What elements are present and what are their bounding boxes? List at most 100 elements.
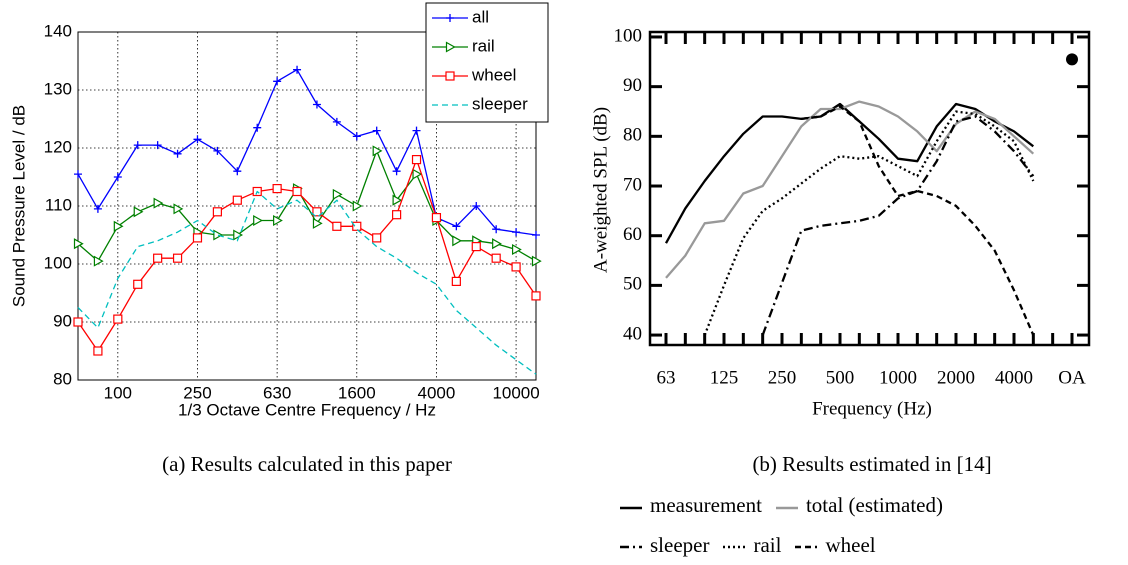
legend-glyph — [795, 545, 818, 549]
point-marker — [232, 195, 242, 205]
point-marker — [352, 132, 361, 141]
point-marker — [293, 65, 302, 74]
x-tick-label: 100 — [104, 383, 132, 402]
legend-label: wheel — [471, 65, 516, 84]
plot-frame — [648, 30, 1091, 347]
legend-marker — [445, 71, 455, 81]
point-marker — [472, 202, 481, 210]
x-axis-title: Frequency (Hz) — [812, 398, 932, 419]
point-marker — [133, 141, 142, 150]
point-marker — [392, 210, 402, 220]
y-tick-label: 110 — [45, 195, 72, 214]
y-tick-label: 90 — [53, 311, 72, 330]
legend-label: total (estimated) — [805, 493, 943, 517]
point-marker — [113, 220, 124, 232]
y-tick-label: 60 — [623, 224, 642, 245]
point-marker — [352, 200, 363, 212]
point-marker — [192, 233, 203, 243]
y-tick-label: 70 — [623, 174, 642, 195]
point-marker — [253, 214, 263, 227]
point-marker — [93, 346, 103, 356]
series-line — [761, 115, 1035, 336]
chart-b: Frequency (Hz) A-weighted SPL (dB) (b) R… — [590, 25, 1091, 476]
point-marker — [173, 149, 182, 158]
x-axis-title: 1/3 Octave Centre Frequency / Hz — [178, 400, 436, 419]
legend-label: sleeper — [472, 94, 528, 113]
point-marker — [312, 217, 323, 229]
point-marker — [133, 279, 143, 289]
legend-label: rail — [472, 36, 495, 55]
point-marker — [492, 225, 501, 234]
legend-glyph — [775, 506, 798, 509]
legend-label: sleeper — [650, 532, 710, 557]
legend-item: rail — [721, 526, 781, 565]
point-marker — [452, 235, 463, 247]
point-marker — [332, 188, 343, 200]
point-marker — [93, 255, 104, 267]
x-tick-label: OA — [1058, 367, 1086, 388]
point-marker — [471, 242, 481, 252]
point-marker — [512, 228, 521, 237]
series-line — [703, 110, 1035, 336]
point-marker — [392, 167, 401, 176]
y-tick-label: 140 — [44, 21, 72, 40]
x-tick-label: 2000 — [937, 367, 975, 388]
point-marker — [532, 231, 540, 239]
legend-item: total (estimated) — [774, 486, 943, 525]
point-marker — [233, 167, 242, 176]
y-tick-label: 130 — [44, 79, 72, 98]
legend-glyph — [620, 545, 642, 549]
point-marker — [312, 100, 321, 109]
x-tick-label: 63 — [657, 367, 676, 388]
point-marker — [172, 253, 183, 263]
x-tick-label: 250 — [183, 383, 211, 402]
legend-item: wheel — [793, 526, 876, 565]
legend-label: wheel — [825, 532, 876, 557]
legend: measurement total (estimated) sleeper rail w… — [618, 486, 1126, 565]
point-marker — [133, 206, 144, 218]
chart-a: 1/3 Octave Centre Frequency / Hz Sound P… — [9, 2, 549, 476]
legend-item: sleeper — [618, 526, 709, 565]
point-marker — [332, 117, 341, 126]
y-tick-label: 80 — [53, 369, 72, 388]
point-marker — [273, 77, 282, 86]
x-tick-label: 1600 — [338, 383, 376, 402]
y-tick-label: 90 — [623, 75, 642, 96]
point-marker — [153, 197, 164, 209]
point-marker — [213, 146, 222, 155]
point-marker — [292, 186, 302, 197]
point-marker — [332, 221, 342, 231]
legend-label: rail — [753, 532, 782, 557]
legend-box — [425, 2, 549, 123]
point-marker — [272, 184, 282, 194]
point-marker — [93, 204, 102, 213]
x-tick-label: 250 — [768, 367, 797, 388]
legend-item: measurement — [618, 486, 762, 525]
x-tick-label: 125 — [710, 367, 739, 388]
caption: (b) Results estimated in [14] — [752, 452, 991, 476]
y-tick-label: 100 — [44, 253, 72, 272]
point-marker — [153, 141, 162, 150]
y-tick-label: 50 — [623, 274, 642, 295]
point-marker — [193, 135, 202, 144]
point-marker — [372, 145, 383, 157]
point-marker — [491, 253, 501, 263]
point-marker — [153, 253, 163, 263]
y-tick-label: 80 — [623, 125, 642, 146]
point-marker — [511, 243, 522, 256]
point-marker — [411, 155, 422, 165]
point-marker — [531, 291, 541, 301]
point-marker — [1066, 53, 1078, 66]
point-marker — [531, 255, 542, 267]
series-line — [801, 105, 1035, 336]
point-marker — [451, 276, 461, 286]
point-marker — [492, 238, 502, 250]
y-axis-title: A-weighted SPL (dB) — [590, 107, 611, 273]
point-marker — [73, 238, 84, 250]
point-marker — [113, 314, 123, 324]
x-tick-label: 1000 — [879, 367, 917, 388]
y-axis-title: Sound Pressure Level / dB — [9, 105, 28, 307]
point-marker — [253, 123, 262, 132]
